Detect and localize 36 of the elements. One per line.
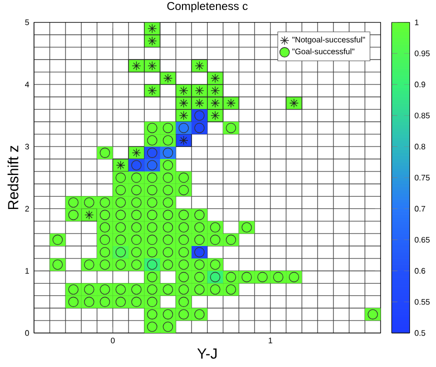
legend-label: "Notgoal-successful" [292, 36, 365, 44]
color-bar-label: 1 [415, 20, 418, 26]
y-tick-label: 2 [25, 206, 29, 212]
point [175, 134, 192, 147]
point [144, 34, 160, 48]
color-bar-label: 0.8 [414, 144, 426, 150]
point [206, 72, 224, 85]
point [128, 59, 145, 72]
point [191, 59, 208, 72]
color-bar-label: 0.9 [414, 82, 426, 88]
point [144, 84, 160, 98]
point [112, 158, 129, 172]
y-axis-title: Redshift z [8, 146, 18, 210]
y-tick-label: 4 [25, 82, 30, 88]
y-tick-label: 3 [25, 144, 29, 150]
color-bar-label: 0.5 [414, 330, 426, 336]
color-bar-label: 0.55 [414, 299, 430, 305]
color-bar-label: 0.6 [414, 268, 426, 274]
color-bar-label: 0.75 [414, 174, 430, 180]
point [160, 72, 176, 85]
point [222, 96, 240, 110]
x-axis-title: Y-J [197, 348, 217, 359]
point [144, 22, 160, 36]
y-tick-label: 5 [25, 20, 29, 26]
y-tick-label: 0 [25, 330, 29, 336]
y-tick-label: 1 [25, 268, 29, 274]
color-bar-label: 0.7 [414, 206, 426, 212]
point [144, 59, 160, 72]
chart-title: Completeness c [167, 2, 248, 12]
legend-label: "Goal-successful" [292, 48, 354, 54]
point [128, 146, 145, 160]
point [191, 84, 208, 98]
color-bar-label: 0.85 [414, 112, 430, 118]
color-bar-label: 0.65 [414, 236, 430, 243]
color-bar-label: 0.95 [414, 50, 430, 56]
point [286, 96, 302, 110]
